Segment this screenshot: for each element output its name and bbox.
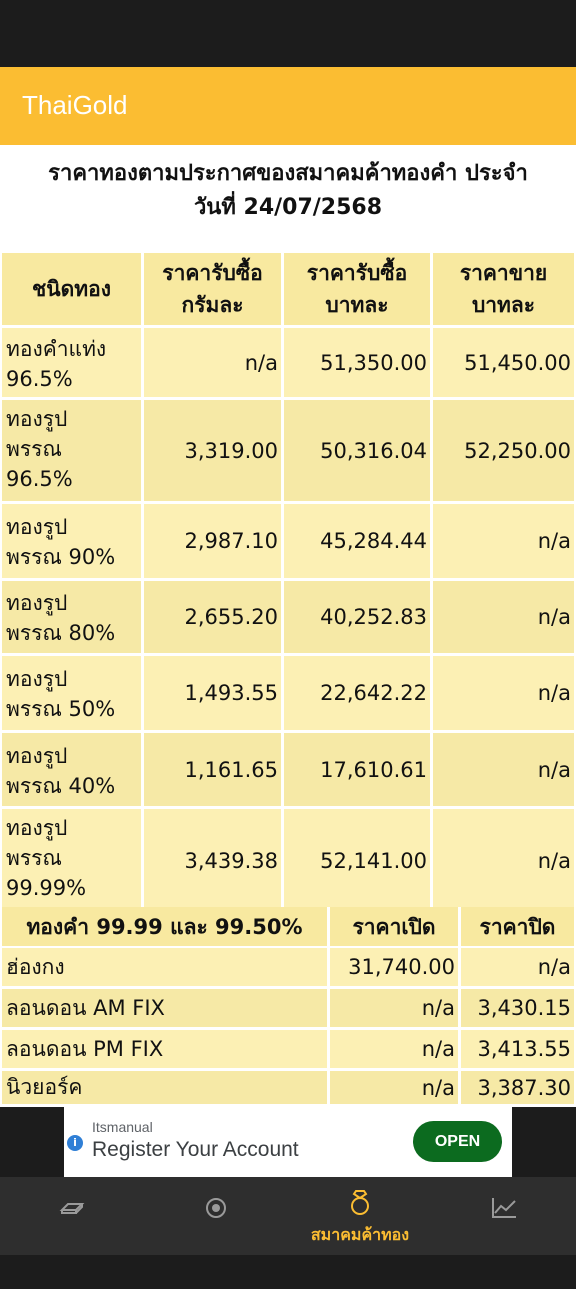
nav-item-target[interactable] (144, 1177, 288, 1255)
table-row: ทองรูป พรรณ 90% 2,987.10 45,284.44 n/a (0, 504, 576, 581)
gold-bar-icon (0, 1195, 144, 1235)
buy-per-gram-cell: 3,319.00 (144, 400, 281, 501)
open-price-cell: 31,740.00 (330, 948, 458, 986)
gold-type-cell: ทองคำแท่ง 96.5% (2, 328, 141, 397)
header-sell-per-baht: ราคาขาย บาทละ (433, 253, 574, 325)
buy-per-baht-cell: 17,610.61 (284, 733, 430, 806)
ring-icon (288, 1189, 432, 1229)
table-row: ทองรูป พรรณ 40% 1,161.65 17,610.61 n/a (0, 733, 576, 809)
page-heading: ราคาทองตามประกาศของสมาคมค้าทองคำ ประจำ ว… (0, 157, 576, 225)
info-icon[interactable]: i (67, 1135, 83, 1151)
header-close-price: ราคาปิด (461, 907, 574, 946)
close-price-cell: 3,387.30 (461, 1071, 574, 1104)
header-gold-type: ชนิดทอง (2, 253, 141, 325)
buy-per-gram-cell: 3,439.38 (144, 809, 281, 912)
header-open-price: ราคาเปิด (330, 907, 458, 946)
system-nav-bar (0, 1255, 576, 1289)
table-row: ลอนดอน AM FIX n/a 3,430.15 (0, 989, 576, 1030)
ad-banner[interactable]: i Itsmanual Register Your Account OPEN (64, 1107, 512, 1177)
status-bar (0, 0, 576, 67)
nav-item-chart[interactable] (432, 1177, 576, 1255)
gold-type-cell: ทองรูป พรรณ 50% (2, 656, 141, 730)
sell-per-baht-cell: n/a (433, 504, 574, 578)
table-row: ทองรูป พรรณ 80% 2,655.20 40,252.83 n/a (0, 581, 576, 656)
buy-per-gram-cell: 2,655.20 (144, 581, 281, 653)
sell-per-baht-cell: n/a (433, 656, 574, 730)
sell-per-baht-cell: n/a (433, 581, 574, 653)
price-table-header: ชนิดทอง ราคารับซื้อ กรัมละ ราคารับซื้อ บาท… (0, 253, 576, 328)
table-row: ทองรูป พรรณ 96.5% 3,319.00 50,316.04 52,250.0… (0, 400, 576, 504)
buy-per-baht-cell: 52,141.00 (284, 809, 430, 912)
table-row: ทองคำแท่ง 96.5% n/a 51,350.00 51,450.00 (0, 328, 576, 400)
buy-per-baht-cell: 50,316.04 (284, 400, 430, 501)
bottom-navigation: สมาคมค้าทอง (0, 1177, 576, 1255)
buy-per-baht-cell: 22,642.22 (284, 656, 430, 730)
app-title: ThaiGold (22, 90, 128, 120)
gold-type-cell: ทองรูป พรรณ 96.5% (2, 400, 141, 501)
market-name-cell: ฮ่องกง (2, 948, 327, 986)
chart-trend-icon (432, 1195, 576, 1235)
buy-per-baht-cell: 51,350.00 (284, 328, 430, 397)
sell-per-baht-cell: n/a (433, 809, 574, 912)
open-price-cell: n/a (330, 1030, 458, 1068)
main-content: ราคาทองตามประกาศของสมาคมค้าทองคำ ประจำ ว… (0, 145, 576, 1107)
table-row: ลอนดอน PM FIX n/a 3,413.55 (0, 1030, 576, 1071)
buy-per-gram-cell: n/a (144, 328, 281, 397)
market-table-body: ฮ่องกง 31,740.00 n/a ลอนดอน AM FIX n/a 3,430.… (0, 948, 576, 1107)
open-price-cell: n/a (330, 989, 458, 1027)
ad-banner-strip: i Itsmanual Register Your Account OPEN (0, 1107, 576, 1177)
nav-label-gold-association: สมาคมค้าทอง (310, 1225, 410, 1244)
ad-source: Itsmanual (92, 1119, 153, 1135)
gold-type-cell: ทองรูป พรรณ 99.99% (2, 809, 141, 912)
app-bar: ThaiGold (0, 67, 576, 145)
gold-type-cell: ทองรูป พรรณ 90% (2, 504, 141, 578)
buy-per-gram-cell: 1,493.55 (144, 656, 281, 730)
table-row: ทองรูป พรรณ 50% 1,493.55 22,642.22 n/a (0, 656, 576, 733)
market-table-header: ทองคำ 99.99 และ 99.50% ราคาเปิด ราคาปิด (0, 907, 576, 948)
table-row: ทองรูป พรรณ 99.99% 3,439.38 52,141.00 n/a (0, 809, 576, 915)
sell-per-baht-cell: 52,250.00 (433, 400, 574, 501)
table-row: ฮ่องกง 31,740.00 n/a (0, 948, 576, 989)
heading-line-1: ราคาทองตามประกาศของสมาคมค้าทองคำ ประจำ (48, 161, 528, 186)
buy-per-gram-cell: 2,987.10 (144, 504, 281, 578)
market-name-cell: ลอนดอน PM FIX (2, 1030, 327, 1068)
buy-per-baht-cell: 40,252.83 (284, 581, 430, 653)
gold-price-table: ชนิดทอง ราคารับซื้อ กรัมละ ราคารับซื้อ บาท… (0, 253, 576, 915)
header-gold-purity: ทองคำ 99.99 และ 99.50% (2, 907, 327, 946)
close-price-cell: 3,413.55 (461, 1030, 574, 1068)
price-table-body: ทองคำแท่ง 96.5% n/a 51,350.00 51,450.00 ทองรู… (0, 328, 576, 915)
table-row: นิวยอร์ค n/a 3,387.30 (0, 1071, 576, 1107)
close-price-cell: 3,430.15 (461, 989, 574, 1027)
gold-type-cell: ทองรูป พรรณ 80% (2, 581, 141, 653)
nav-item-gold-price[interactable] (0, 1177, 144, 1255)
market-name-cell: ลอนดอน AM FIX (2, 989, 327, 1027)
header-buy-per-baht: ราคารับซื้อ บาทละ (284, 253, 430, 325)
sell-per-baht-cell: n/a (433, 733, 574, 806)
buy-per-baht-cell: 45,284.44 (284, 504, 430, 578)
gold-type-cell: ทองรูป พรรณ 40% (2, 733, 141, 806)
sell-per-baht-cell: 51,450.00 (433, 328, 574, 397)
target-icon (144, 1195, 288, 1235)
buy-per-gram-cell: 1,161.65 (144, 733, 281, 806)
header-buy-per-gram: ราคารับซื้อ กรัมละ (144, 253, 281, 325)
heading-line-2: วันที่ 24/07/2568 (193, 195, 383, 220)
ad-title: Register Your Account (92, 1138, 299, 1161)
close-price-cell: n/a (461, 948, 574, 986)
ad-open-button[interactable]: OPEN (413, 1121, 502, 1162)
nav-item-gold-association[interactable]: สมาคมค้าทอง (288, 1177, 432, 1255)
open-price-cell: n/a (330, 1071, 458, 1104)
market-price-table: ทองคำ 99.99 และ 99.50% ราคาเปิด ราคาปิด … (0, 907, 576, 1107)
market-name-cell: นิวยอร์ค (2, 1071, 327, 1104)
